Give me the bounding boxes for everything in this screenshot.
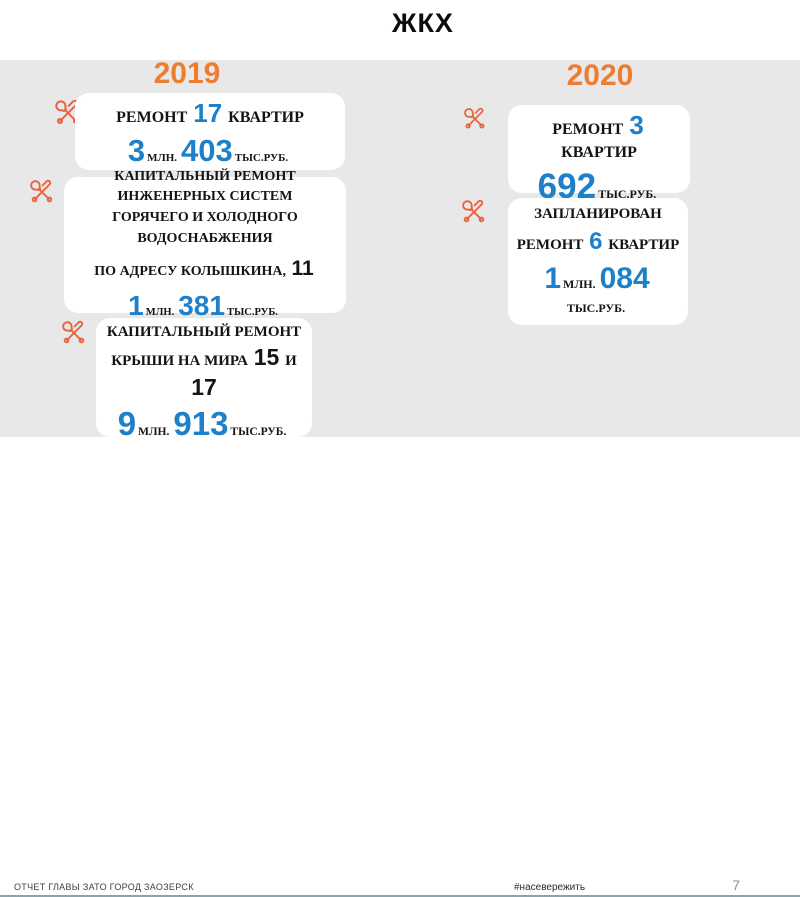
- text-segment: МЛН.: [145, 307, 175, 319]
- card-planned-apartments-repair: ЗАПЛАНИРОВАН РЕМОНТ 6 КВАРТИР 1 МЛН. 084 ТЫС…: [508, 198, 688, 325]
- text-segment: МЛН.: [138, 425, 170, 438]
- text-segment: КАПИТАЛЬНЫЙ РЕМОНТ: [114, 168, 296, 184]
- tools-icon: [61, 320, 87, 346]
- card-line: ИНЖЕНЕРНЫХ СИСТЕМ: [118, 186, 293, 207]
- text-segment: РЕМОНТ: [116, 109, 192, 126]
- text-segment: 1: [128, 290, 144, 322]
- text-segment: ВОДОСНАБЖЕНИЯ: [137, 230, 273, 246]
- slide-title: ЖКХ: [392, 8, 454, 38]
- card-roof-repair: КАПИТАЛЬНЫЙ РЕМОНТ КРЫШИ НА МИРА 15 И 17 9 М…: [96, 318, 312, 442]
- card-line: КАПИТАЛЬНЫЙ РЕМОНТ: [107, 322, 301, 343]
- card-line: 1 МЛН. 084 ТЫС.РУБ.: [514, 259, 682, 319]
- text-segment: 17: [193, 98, 223, 128]
- text-segment: 403: [181, 132, 233, 168]
- text-segment: И: [281, 352, 297, 369]
- text-segment: 381: [178, 290, 225, 322]
- text-segment: ЗАПЛАНИРОВАН: [534, 205, 662, 222]
- card-engineering-systems-repair: КАПИТАЛЬНЫЙ РЕМОНТ ИНЖЕНЕРНЫХ СИСТЕМ ГОРЯЧ…: [64, 169, 346, 321]
- footer-hashtag: #насевережить: [514, 882, 586, 893]
- text-segment: ГОРЯЧЕГО И ХОЛОДНОГО: [112, 210, 298, 226]
- card-line: 9 МЛН. 913 ТЫС.РУБ.: [118, 403, 290, 446]
- card-line: КРЫШИ НА МИРА 15 И: [111, 343, 297, 373]
- text-segment: ТЫС.РУБ.: [566, 301, 626, 316]
- card-line: ВОДОСНАБЖЕНИЯ: [137, 228, 272, 249]
- slide: ЖКХ 2019 2020 РЕМОНТ 17 КВАРТИР 3 МЛН. 403 Т…: [0, 8, 800, 897]
- tools-icon: [29, 179, 55, 205]
- text-segment: ТЫС.РУБ.: [226, 307, 278, 319]
- card-line: ЗАПЛАНИРОВАН: [534, 204, 662, 225]
- text-segment: МЛН.: [147, 151, 178, 164]
- text-segment: МЛН.: [563, 277, 596, 292]
- card-line: РЕМОНТ 6 КВАРТИР: [517, 226, 679, 257]
- tools-icon: [461, 199, 487, 225]
- text-segment: РЕМОНТ: [552, 121, 628, 138]
- text-segment: 11: [291, 256, 314, 280]
- text-segment: 6: [589, 228, 603, 256]
- card-line: РЕМОНТ 17 КВАРТИР: [116, 97, 304, 131]
- footer-bar: ОТЧЕТ ГЛАВЫ ЗАТО ГОРОД ЗАОЗЕРСК #насевер…: [0, 437, 800, 897]
- text-segment: 9: [117, 404, 137, 442]
- text-segment: 17: [191, 373, 217, 400]
- text-segment: ТЫС.РУБ.: [598, 186, 657, 201]
- card-line: ПО АДРЕСУ КОЛЫШКИНА, 11: [94, 255, 315, 282]
- card-line: ГОРЯЧЕГО И ХОЛОДНОГО: [112, 207, 297, 228]
- text-segment: 3: [127, 132, 146, 168]
- tools-icon: [463, 107, 487, 131]
- year-header-2019: 2019: [153, 57, 221, 90]
- text-segment: ИНЖЕНЕРНЫХ СИСТЕМ: [117, 189, 293, 205]
- text-segment: КРЫШИ НА МИРА: [111, 352, 252, 369]
- page-number: 7: [732, 877, 740, 893]
- text-segment: 913: [173, 404, 229, 442]
- year-header-2020: 2020: [566, 59, 634, 92]
- text-segment: РЕМОНТ: [516, 237, 588, 254]
- card-apartments-repair-2020: РЕМОНТ 3 КВАРТИР 692 ТЫС.РУБ.: [508, 105, 690, 206]
- text-segment: 1: [544, 262, 561, 296]
- text-segment: КВАРТИР: [604, 237, 680, 254]
- text-segment: КВАРТИР: [224, 109, 304, 126]
- card-line: РЕМОНТ 3 КВАРТИР: [514, 109, 684, 164]
- text-segment: ПО АДРЕСУ КОЛЫШКИНА,: [94, 263, 290, 279]
- card-line: 3 МЛН. 403 ТЫС.РУБ.: [128, 131, 292, 171]
- text-segment: 15: [253, 343, 280, 370]
- text-segment: 084: [599, 262, 650, 296]
- text-segment: ТЫС.РУБ.: [234, 151, 289, 164]
- text-segment: 3: [629, 110, 644, 140]
- card-line: 17: [189, 373, 219, 403]
- text-segment: КАПИТАЛЬНЫЙ РЕМОНТ: [106, 324, 302, 340]
- footer-report-title: ОТЧЕТ ГЛАВЫ ЗАТО ГОРОД ЗАОЗЕРСК: [14, 882, 194, 892]
- card-apartments-repair-2019: РЕМОНТ 17 КВАРТИР 3 МЛН. 403 ТЫС.РУБ.: [75, 93, 345, 170]
- card-line: КАПИТАЛЬНЫЙ РЕМОНТ: [114, 166, 295, 187]
- text-segment: КВАРТИР: [561, 143, 637, 161]
- text-segment: ТЫС.РУБ.: [230, 425, 287, 438]
- card-line: 1 МЛН. 381 ТЫС.РУБ.: [128, 288, 282, 324]
